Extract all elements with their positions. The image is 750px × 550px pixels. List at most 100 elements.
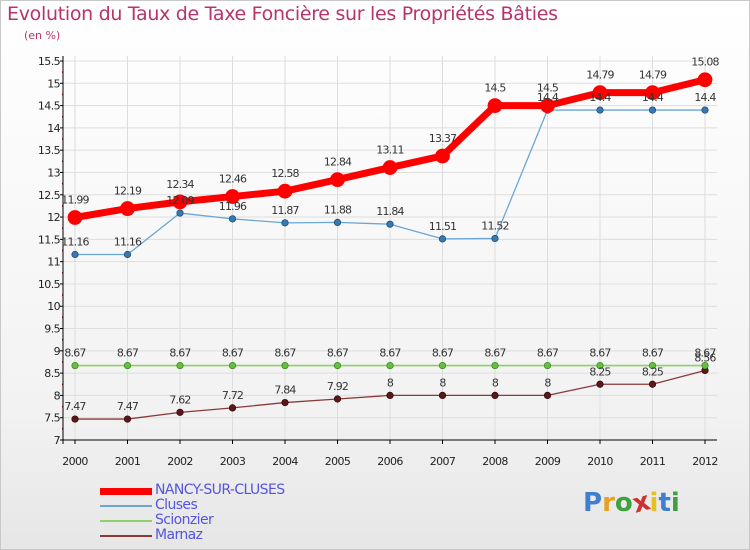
y-tick-label-15: 14.5 [38, 100, 61, 113]
data-label-marnaz-2001: 7.47 [117, 400, 139, 413]
data-label-nancy-sur-cluses-2009: 14.5 [537, 82, 559, 95]
y-tick-label-16: 15 [47, 77, 60, 90]
point-marnaz-2003 [228, 404, 237, 412]
point-scionzier-2002 [176, 361, 184, 370]
chart-subtitle: (en %) [24, 29, 61, 42]
legend-swatch-nancy [100, 488, 152, 495]
point-scionzier-2009 [543, 361, 552, 370]
data-label-cluses-2008: 11.52 [481, 219, 509, 232]
data-label-marnaz-2007: 8 [439, 376, 446, 389]
data-label-cluses-2011: 14.4 [642, 91, 664, 104]
y-tick-label-4: 9 [54, 345, 61, 358]
point-cluses-2004 [281, 219, 289, 227]
point-nancy-sur-cluses-2010 [592, 85, 608, 101]
point-cluses-2007 [438, 235, 447, 243]
legend-label-cluses: Cluses [155, 497, 198, 513]
y-tick-label-11: 12.5 [38, 189, 61, 202]
data-label-marnaz-2002: 7.62 [169, 393, 190, 406]
point-cluses-2005 [333, 218, 342, 227]
data-label-marnaz-2008: 8 [492, 376, 499, 389]
point-scionzier-2012 [701, 361, 709, 370]
data-label-marnaz-2004: 7.84 [274, 384, 296, 397]
y-tick-label-8: 11 [47, 256, 60, 269]
data-label-cluses-2003: 11.96 [219, 200, 247, 213]
point-cluses-2000 [71, 250, 79, 259]
grid-layer [63, 56, 717, 441]
point-nancy-sur-cluses-2006 [382, 160, 398, 175]
data-label-nancy-sur-cluses-2000: 11.99 [61, 194, 89, 207]
y-tick-label-10: 12 [47, 211, 60, 224]
point-scionzier-2003 [228, 361, 237, 370]
data-label-cluses-2010: 14.4 [589, 91, 611, 104]
logo-letter-1: r [602, 488, 615, 518]
data-label-nancy-sur-cluses-2010: 14.79 [586, 69, 614, 82]
x-tick-label-2012: 2012 [692, 455, 718, 468]
point-nancy-sur-cluses-2009 [540, 98, 555, 113]
data-label-scionzier-2001: 8.67 [117, 347, 139, 360]
y-tick-label-13: 13.5 [38, 144, 61, 157]
point-nancy-sur-cluses-2004 [277, 183, 293, 199]
data-label-nancy-sur-cluses-2005: 12.84 [324, 156, 352, 169]
data-label-nancy-sur-cluses-2011: 14.79 [639, 69, 667, 82]
data-label-scionzier-2008: 8.67 [484, 347, 506, 360]
series-layer [67, 72, 713, 423]
x-tick-label-2011: 2011 [640, 455, 666, 468]
y-tick-label-0: 7 [54, 434, 61, 447]
point-nancy-sur-cluses-2012 [697, 72, 713, 88]
data-label-nancy-sur-cluses-2004: 12.58 [271, 167, 299, 180]
data-label-scionzier-2005: 8.67 [327, 347, 349, 360]
y-tick-label-5: 9.5 [44, 323, 60, 336]
data-label-scionzier-2000: 8.67 [64, 347, 86, 360]
point-scionzier-2001 [123, 361, 132, 370]
point-marnaz-2006 [386, 391, 394, 400]
point-marnaz-2007 [438, 391, 447, 400]
data-label-scionzier-2004: 8.67 [274, 347, 296, 360]
axis-layer: 7 7.5 8 8.5 9 9.5 10 10.5 11 11.5 12 12.5 13 13.5 14 14… [38, 55, 718, 468]
point-nancy-sur-cluses-2005 [330, 172, 345, 188]
point-cluses-2010 [596, 106, 604, 114]
chart-title: Evolution du Taux de Taxe Foncière sur l… [7, 3, 558, 25]
data-label-scionzier-2006: 8.67 [379, 347, 401, 360]
y-tick-label-6: 10 [47, 300, 60, 313]
data-label-scionzier-2012: 8.67 [694, 347, 716, 360]
data-label-cluses-2001: 11.16 [114, 236, 142, 249]
point-scionzier-2011 [648, 361, 657, 370]
data-label-scionzier-2010: 8.67 [589, 347, 611, 360]
x-tick-label-2001: 2001 [115, 455, 141, 468]
proxiti-logo: Proxiti [583, 486, 680, 519]
legend-label-nancy: NANCY-SUR-CLUSES [155, 482, 285, 498]
legend-label-marnaz: Marnaz [155, 527, 203, 543]
point-nancy-sur-cluses-2007 [435, 148, 450, 164]
point-nancy-sur-cluses-2002 [172, 194, 188, 210]
y-tick-label-1: 7.5 [44, 412, 60, 425]
data-label-cluses-2012: 14.4 [694, 91, 716, 104]
x-tick-label-2009: 2009 [535, 455, 561, 468]
data-label-marnaz-2006: 8 [387, 376, 394, 389]
point-scionzier-2004 [281, 361, 289, 370]
x-tick-label-2006: 2006 [377, 455, 403, 468]
point-scionzier-2010 [596, 361, 604, 370]
x-tick-label-2002: 2002 [167, 455, 193, 468]
point-scionzier-2000 [71, 361, 79, 370]
data-label-nancy-sur-cluses-2003: 12.46 [219, 173, 247, 186]
x-tick-label-2008: 2008 [482, 455, 508, 468]
point-scionzier-2005 [333, 361, 342, 370]
data-label-scionzier-2003: 8.67 [222, 347, 244, 360]
data-label-scionzier-2002: 8.67 [169, 347, 191, 360]
point-marnaz-2011 [648, 380, 657, 388]
x-tick-label-2010: 2010 [587, 455, 613, 468]
legend-swatch-cluses [100, 505, 152, 507]
data-label-marnaz-2011: 8.25 [642, 365, 664, 378]
point-scionzier-2008 [491, 361, 499, 370]
data-label-cluses-2000: 11.16 [61, 236, 89, 249]
point-marnaz-2009 [543, 391, 552, 400]
logo-letter-2: o [614, 488, 633, 518]
logo-letter-5: t [658, 488, 671, 518]
y-tick-label-7: 10.5 [38, 278, 61, 291]
point-nancy-sur-cluses-2000 [67, 210, 83, 225]
data-label-cluses-2002: 12.09 [166, 194, 194, 207]
data-label-nancy-sur-cluses-2012: 15.08 [691, 56, 719, 69]
data-label-cluses-2007: 11.51 [429, 220, 457, 233]
point-nancy-sur-cluses-2001 [120, 201, 135, 216]
